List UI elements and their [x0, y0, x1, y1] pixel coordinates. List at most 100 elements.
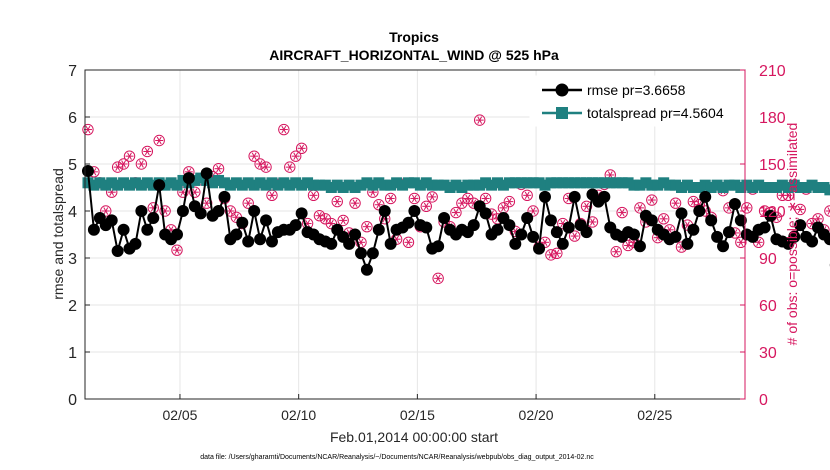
y-tick-label-left: 0: [68, 392, 77, 409]
obs-assimilated-marker: [637, 204, 643, 212]
rmse-point: [81, 165, 94, 178]
obs-assimilated-marker: [572, 232, 578, 240]
obs-point: [135, 158, 148, 170]
y-tick-label-left: 5: [68, 157, 77, 174]
rmse-point: [515, 228, 528, 241]
totalspread-point: [776, 179, 788, 191]
rmse-point: [372, 223, 385, 236]
obs-point: [284, 161, 296, 173]
totalspread-point: [124, 179, 136, 191]
totalspread-point: [402, 177, 414, 189]
rmse-point: [343, 237, 356, 250]
rmse-point: [117, 223, 130, 236]
rmse-point: [254, 233, 267, 246]
totalspread-point: [213, 174, 225, 186]
rmse-point: [105, 214, 118, 227]
rmse-point: [687, 223, 700, 236]
totalspread-point: [634, 179, 646, 191]
obs-assimilated-marker: [204, 199, 210, 207]
obs-possible-marker: [313, 210, 326, 222]
totalspread-point: [575, 177, 587, 189]
obs-assimilated-marker: [774, 213, 779, 221]
obs-possible-marker: [551, 247, 563, 260]
totalspread-point: [420, 177, 432, 189]
y-tick-label-left: 4: [68, 204, 77, 221]
rmse-point: [479, 207, 492, 220]
totalspread-point: [260, 179, 272, 191]
totalspread-point: [818, 182, 830, 193]
totalspread-point: [687, 182, 699, 193]
totalspread-point: [82, 177, 94, 189]
rmse-point: [491, 223, 504, 236]
obs-possible-marker: [337, 214, 349, 227]
obs-possible-marker: [521, 189, 533, 202]
obs-assimilated-marker: [293, 152, 299, 160]
rmse-point: [325, 237, 338, 250]
rmse-point: [349, 228, 362, 241]
obs-possible-marker: [135, 158, 148, 170]
rmse-point: [260, 214, 273, 227]
obs-possible-marker: [123, 150, 136, 162]
totalspread-point: [652, 179, 664, 191]
obs-assimilated-marker: [85, 125, 91, 134]
totalspread-point: [272, 179, 284, 191]
totalspread-point: [480, 177, 492, 189]
rmse-point: [711, 230, 724, 243]
obs-assimilated-marker: [554, 249, 560, 258]
totalspread-point: [812, 182, 824, 193]
totalspread-point: [592, 177, 604, 189]
obs-assimilated-marker: [625, 241, 631, 250]
rmse-point: [580, 226, 593, 239]
obs-assimilated-marker: [673, 199, 678, 207]
totalspread-point: [438, 179, 450, 191]
totalspread-point: [759, 182, 771, 193]
rmse-point: [503, 219, 516, 232]
obs-possible-marker: [610, 246, 622, 258]
obs-point: [420, 200, 432, 213]
obs-assimilated-marker: [192, 188, 198, 196]
rmse-point: [432, 240, 445, 253]
totalspread-point: [753, 179, 765, 191]
rmse-point: [538, 190, 551, 203]
obs-point: [295, 142, 308, 155]
rmse-point: [384, 237, 397, 250]
totalspread-point: [100, 179, 112, 191]
obs-point: [580, 200, 593, 213]
footer-data-file: data file: /Users/gharamti/Documents/NCA…: [200, 454, 594, 461]
totalspread-point: [242, 177, 254, 189]
obs-assimilated-marker: [103, 207, 109, 215]
totalspread-point: [670, 179, 682, 191]
y-tick-label-left: 3: [68, 251, 77, 268]
obs-possible-marker: [325, 217, 338, 230]
totalspread-point: [106, 177, 118, 189]
rmse-point: [728, 197, 741, 210]
obs-possible-marker: [224, 205, 237, 217]
obs-possible-marker: [177, 186, 189, 198]
obs-possible-marker: [669, 197, 682, 209]
totalspread-point: [337, 182, 349, 193]
totalspread-point: [527, 177, 539, 189]
totalspread-point: [622, 177, 634, 189]
obs-point: [361, 220, 373, 233]
totalspread-point: [207, 177, 219, 189]
obs-assimilated-marker: [471, 199, 477, 207]
totalspread-point: [444, 182, 456, 193]
rmse-point: [758, 221, 771, 234]
obs-assimilated-marker: [435, 274, 441, 283]
obs-assimilated-marker: [762, 207, 768, 215]
obs-assimilated-marker: [542, 238, 548, 247]
rmse-point: [176, 205, 189, 217]
totalspread-point: [610, 177, 622, 189]
obs-point: [622, 239, 634, 252]
obs-point: [432, 272, 444, 285]
obs-assimilated-marker: [121, 160, 127, 168]
obs-point: [260, 161, 272, 173]
obs-point: [545, 249, 557, 261]
obs-assimilated-marker: [548, 251, 554, 259]
obs-point: [669, 197, 682, 209]
obs-point: [141, 145, 154, 158]
obs-possible-marker: [473, 114, 486, 126]
rmse-point: [378, 205, 391, 217]
totalspread-point: [604, 177, 616, 189]
obs-point: [349, 197, 361, 209]
